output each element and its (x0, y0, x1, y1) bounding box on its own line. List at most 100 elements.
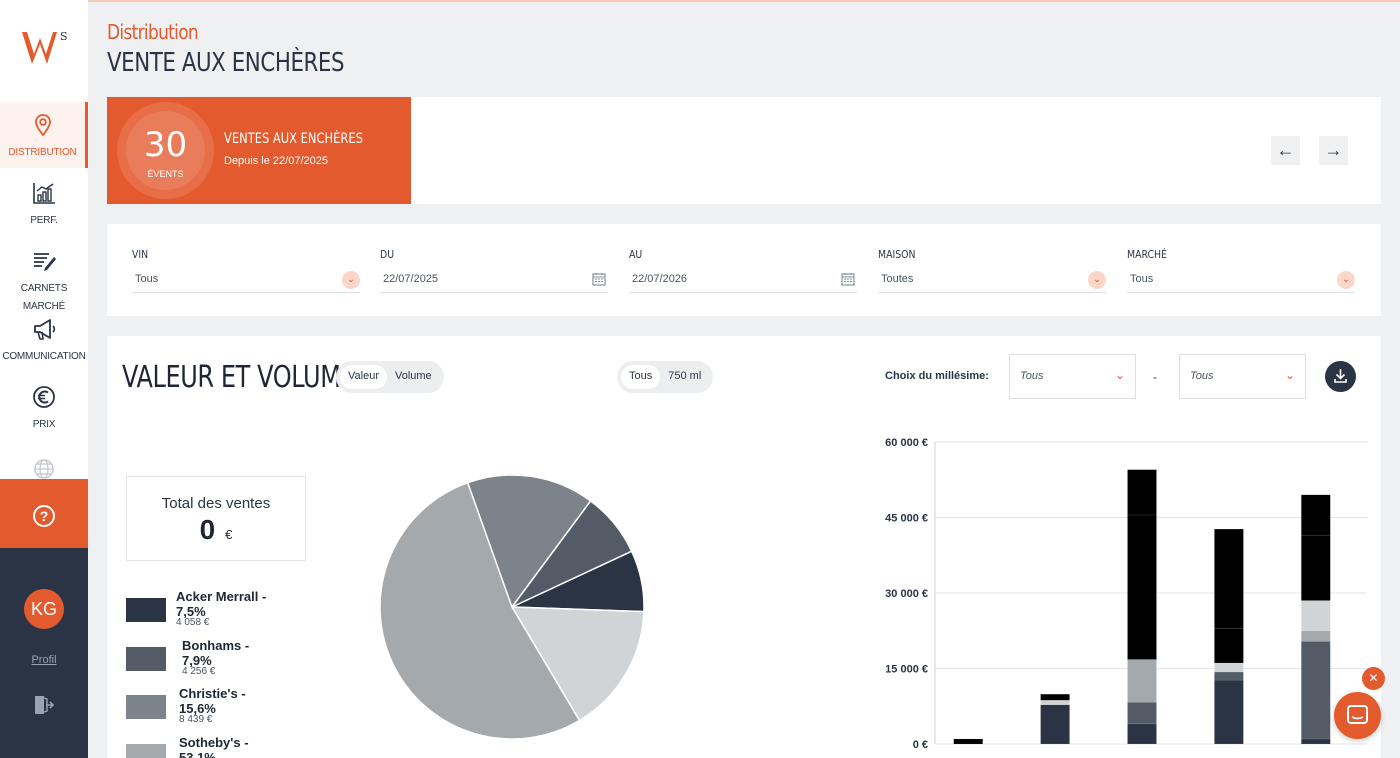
chat-close-button[interactable]: ✕ (1362, 667, 1385, 690)
vintage-separator: - (1153, 370, 1157, 384)
logo-mark-icon: S (22, 30, 68, 64)
bar-segment[interactable] (1214, 671, 1244, 681)
bar-segment[interactable] (1040, 704, 1070, 745)
bar-segment[interactable] (1214, 679, 1244, 745)
toggle-valeur[interactable]: Valeur (340, 365, 387, 389)
avatar[interactable]: KG (24, 589, 64, 629)
bar-segment[interactable] (1214, 628, 1244, 664)
date-from-input[interactable]: 22/07/2025 (380, 269, 608, 293)
sidebar-item-communication[interactable]: COMMUNICATION (0, 306, 88, 372)
pie-slice[interactable] (510, 606, 645, 722)
filter-label: MAISON (878, 248, 916, 261)
y-tick-label: 15 000 € (885, 664, 928, 676)
notebook-pen-icon (34, 253, 56, 271)
legend-item[interactable]: Acker Merrall - 7,5% 4 058 € (126, 586, 326, 634)
chat-button[interactable] (1334, 692, 1381, 739)
toggle-tous[interactable]: Tous (621, 365, 661, 389)
pie-chart (379, 474, 645, 740)
bar-segment[interactable] (1214, 528, 1244, 629)
sidebar-item-distribution[interactable]: DISTRIBUTION (0, 102, 88, 168)
chevron-down-icon[interactable]: ⌄ (1088, 271, 1106, 289)
toggle-750ml[interactable]: 750 ml (668, 370, 702, 382)
bar-segment[interactable] (1127, 659, 1157, 703)
vintage-from-select[interactable]: Tous ⌄ (1009, 354, 1136, 399)
bar-segment[interactable] (1127, 701, 1157, 725)
vintage-label: Choix du millésime: (885, 370, 989, 382)
bar-segment[interactable] (1301, 630, 1331, 642)
bar-segment[interactable] (953, 738, 983, 745)
globe-icon[interactable] (33, 458, 55, 479)
marche-select[interactable]: Tous ⌄ (1127, 269, 1355, 293)
filter-value: 22/07/2025 (383, 273, 439, 285)
next-arrow-button[interactable]: → (1319, 136, 1348, 165)
logo[interactable]: S (0, 0, 88, 100)
legend-item[interactable]: Christie's - 15,6% 8 439 € (126, 683, 326, 731)
sidebar-item-perf[interactable]: PERF. (0, 170, 88, 236)
bar-segment[interactable] (1214, 662, 1244, 673)
logout-icon[interactable] (32, 694, 54, 716)
toggle-volume[interactable]: Volume (394, 370, 432, 382)
bar-segment[interactable] (1040, 693, 1070, 701)
chevron-down-icon[interactable]: ⌄ (342, 271, 360, 289)
sidebar: S DISTRIBUTION PERF. CARNETS MARCHÉ (0, 0, 88, 758)
sidebar-item-prix[interactable]: PRIX (0, 374, 88, 440)
filter-du: DU 22/07/2025 (380, 248, 608, 293)
date-to-input[interactable]: 22/07/2026 (629, 269, 857, 293)
bar-segment[interactable] (1040, 699, 1070, 705)
section-title: Distribution (107, 20, 199, 44)
question-circle-icon: ? (33, 505, 55, 527)
maison-select[interactable]: Toutes ⌄ (878, 269, 1106, 293)
events-count-unit: ÉVENTS (147, 169, 184, 179)
sidebar-item-label: PRIX (32, 419, 56, 430)
legend-amount: 4 256 € (182, 666, 216, 677)
chevron-down-icon[interactable]: ⌄ (1337, 271, 1355, 289)
pie-slice[interactable] (511, 499, 633, 608)
events-ring-inner (126, 111, 205, 190)
calendar-icon[interactable] (592, 272, 606, 286)
total-sales-label: Total des ventes (161, 495, 271, 512)
chevron-down-icon: ⌄ (1284, 368, 1295, 382)
filter-label: VIN (132, 248, 149, 261)
events-since: Depuis le 22/07/2025 (224, 155, 328, 167)
legend-pct: 53,1% (179, 750, 216, 758)
bar-segment[interactable] (1301, 738, 1331, 745)
legend-swatch (126, 598, 166, 622)
sidebar-item-carnets-marche[interactable]: CARNETS MARCHÉ (0, 238, 88, 312)
filter-label: MARCHÉ (1127, 248, 1167, 261)
total-sales-box: Total des ventes 0 € (126, 476, 306, 561)
vin-select[interactable]: Tous ⌄ (132, 269, 360, 293)
legend-pct: 15,6% (179, 701, 216, 716)
y-tick-label: 60 000 € (885, 437, 928, 449)
download-button[interactable] (1325, 361, 1356, 392)
events-title: VENTES AUX ENCHÈRES (224, 131, 363, 147)
bar-segment[interactable] (1301, 494, 1331, 536)
bar-segment[interactable] (1301, 600, 1331, 632)
prev-arrow-button[interactable]: ← (1271, 136, 1300, 165)
stacked-bar-chart: 0 € 15 000 € 30 000 € 45 000 € 60 000 € (885, 437, 1367, 751)
pie-slice[interactable] (379, 481, 581, 740)
legend-name: Christie's - (179, 686, 246, 701)
filter-marche: MARCHÉ Tous ⌄ (1127, 248, 1355, 293)
filters-card: VIN Tous ⌄ DU 22/07/2025 AU 22/07/2026 M… (107, 224, 1381, 316)
filter-vin: VIN Tous ⌄ (132, 248, 360, 293)
bar-segment[interactable] (1127, 723, 1157, 745)
chat-icon (1347, 705, 1368, 724)
pie-slice[interactable] (466, 474, 592, 609)
legend-swatch (126, 744, 166, 758)
legend-item[interactable]: Sotheby's - 53,1% (126, 732, 326, 758)
filter-value: 22/07/2026 (632, 273, 688, 285)
calendar-icon[interactable] (841, 272, 855, 286)
euro-icon (33, 386, 55, 408)
format-toggle: Tous 750 ml (617, 361, 714, 393)
bar-segment[interactable] (1127, 514, 1157, 660)
bar-segment[interactable] (1127, 469, 1157, 516)
bar-segment[interactable] (1301, 534, 1331, 601)
profile-link[interactable]: Profil (31, 654, 57, 666)
legend-item[interactable]: Bonhams - 7,9% 4 256 € (126, 635, 326, 683)
help-section[interactable]: ? (0, 479, 88, 559)
vintage-to-select[interactable]: Tous ⌄ (1179, 354, 1306, 399)
chart-growth-icon (33, 183, 55, 204)
bar-segment[interactable] (1301, 641, 1331, 740)
legend-name: Acker Merrall - (176, 589, 267, 604)
vintage-from-value: Tous (1020, 370, 1044, 382)
